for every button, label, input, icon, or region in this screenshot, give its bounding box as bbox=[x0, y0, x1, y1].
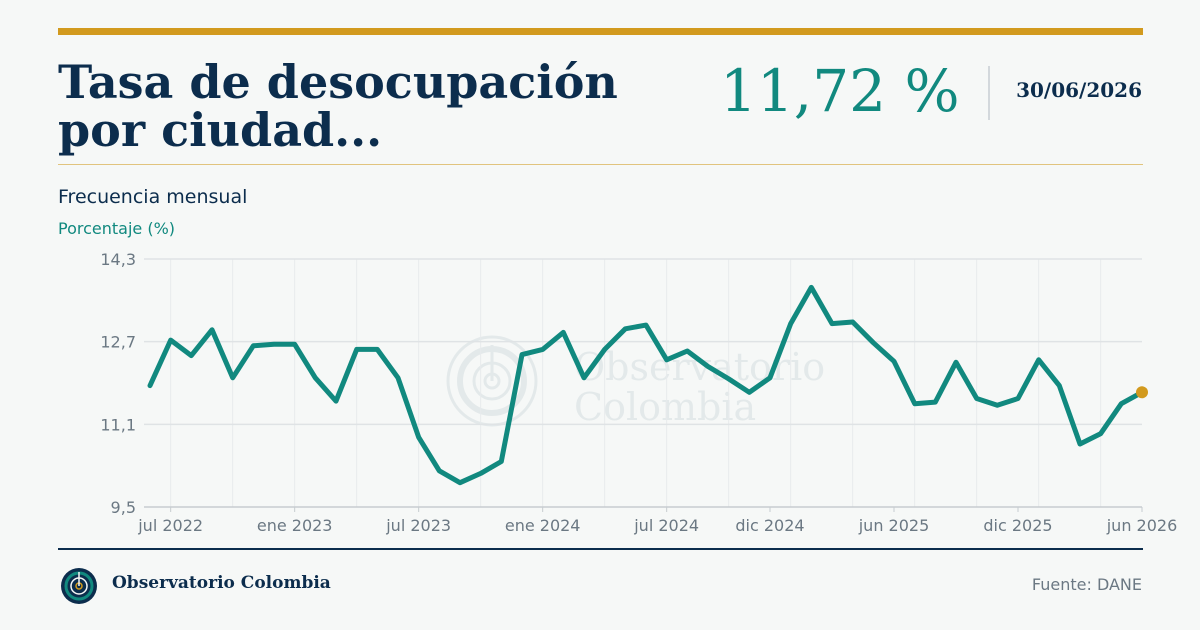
source-note: Fuente: DANE bbox=[1031, 575, 1142, 594]
observatorio-logo-icon bbox=[61, 568, 97, 604]
header-rule bbox=[58, 164, 1143, 165]
frequency-label: Frecuencia mensual bbox=[58, 186, 248, 208]
x-tick-label: ene 2023 bbox=[257, 516, 333, 535]
x-tick-label: jul 2024 bbox=[633, 516, 699, 535]
x-tick-label: jun 2025 bbox=[858, 516, 930, 535]
header-divider bbox=[988, 66, 990, 120]
y-tick-label: 11,1 bbox=[100, 415, 136, 434]
x-tick-label: ene 2024 bbox=[505, 516, 581, 535]
reference-date: 30/06/2026 bbox=[1016, 78, 1142, 102]
x-tick-label: jul 2023 bbox=[385, 516, 451, 535]
y-tick-label: 12,7 bbox=[100, 333, 136, 352]
y-tick-label: 9,5 bbox=[111, 498, 136, 517]
footer-rule bbox=[58, 548, 1143, 550]
page-title: Tasa de desocupación por ciudad... bbox=[58, 55, 618, 157]
x-tick-label: dic 2025 bbox=[983, 516, 1052, 535]
current-value: 11,72 % bbox=[720, 57, 960, 125]
top-accent-bar bbox=[58, 28, 1143, 35]
unit-label: Porcentaje (%) bbox=[58, 219, 176, 238]
footer-brand: Observatorio Colombia bbox=[112, 573, 331, 593]
x-tick-label: jun 2026 bbox=[1106, 516, 1178, 535]
x-tick-label: jul 2022 bbox=[137, 516, 203, 535]
grid-lines bbox=[144, 258, 1142, 508]
x-tick-label: dic 2024 bbox=[735, 516, 804, 535]
y-tick-label: 14,3 bbox=[100, 250, 136, 269]
axis-labels: 9,5 11,1 12,7 14,3 jul 2022 ene 2023 jul 2023 e… bbox=[100, 250, 1177, 535]
last-point-marker bbox=[1136, 386, 1148, 399]
series-line bbox=[147, 284, 1145, 486]
series-layer bbox=[147, 284, 1148, 486]
